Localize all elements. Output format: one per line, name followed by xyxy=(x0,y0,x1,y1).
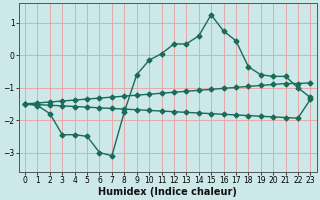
X-axis label: Humidex (Indice chaleur): Humidex (Indice chaleur) xyxy=(98,187,237,197)
